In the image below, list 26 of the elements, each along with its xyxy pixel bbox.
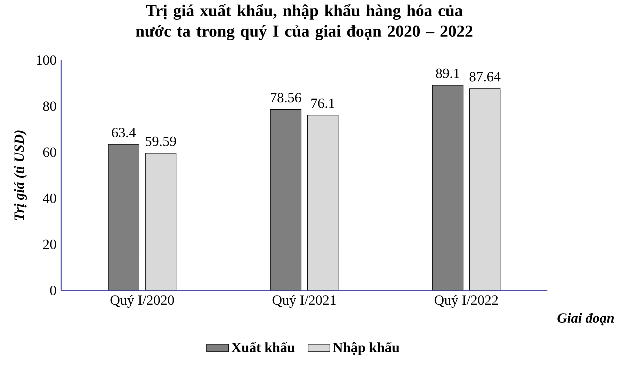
bar <box>270 109 302 291</box>
data-label: 59.59 <box>146 136 176 146</box>
data-label: 89.1 <box>436 68 460 78</box>
x-tick-label: Quý I/2020 <box>110 295 174 308</box>
bar <box>470 88 501 291</box>
bar <box>108 144 140 291</box>
y-tick-label: 20 <box>43 240 56 250</box>
y-tick-label: 0 <box>50 286 56 296</box>
data-label: 78.56 <box>271 93 302 103</box>
y-tick-label: 40 <box>43 194 56 204</box>
y-tick-label: 60 <box>43 148 56 158</box>
bar <box>307 115 339 291</box>
x-tick-label: Quý I/2021 <box>272 295 336 308</box>
legend-label: Xuất khẩu <box>232 342 295 353</box>
chart-title: Trị giá xuất khẩu, nhập khẩu hàng hóa của nước ta trong quý I của giai đoạn 2020 – 2022 <box>136 4 473 41</box>
y-tick-label: 100 <box>37 56 56 66</box>
bar <box>432 85 464 291</box>
x-axis-title: Giai đoạn <box>558 313 614 326</box>
data-label: 76.1 <box>312 98 335 108</box>
y-axis-title: Trị giá (tỉ USD) <box>14 130 28 220</box>
data-label: 87.64 <box>470 72 501 82</box>
x-tick-label: Quý I/2022 <box>434 295 498 308</box>
data-label: 63.4 <box>112 128 136 138</box>
bar <box>145 153 177 291</box>
y-tick-label: 80 <box>43 102 56 112</box>
legend-label: Nhập khẩu <box>333 342 400 356</box>
